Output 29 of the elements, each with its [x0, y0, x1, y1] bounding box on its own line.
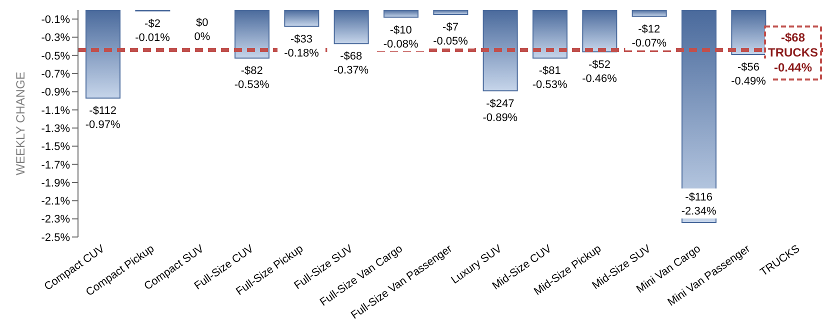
data-label: -$10 -0.08%	[383, 24, 418, 50]
data-label: -$7 -0.05%	[433, 22, 468, 48]
data-label: -$116 -2.34%	[681, 191, 716, 218]
y-tick-label: -0.1%	[41, 14, 70, 26]
data-label: $0 0%	[194, 17, 210, 43]
data-label: -$33 -0.18%	[284, 33, 320, 60]
data-label: -$247 -0.89%	[482, 98, 518, 124]
data-label: -$56 -0.49%	[731, 61, 766, 88]
data-label: -$2 -0.01%	[135, 18, 170, 44]
data-label: -$68 -0.37%	[334, 50, 369, 77]
y-tick-label: -2.5%	[41, 232, 70, 244]
data-label: -$52 -0.46%	[582, 58, 618, 85]
y-tick-label: -1.3%	[41, 122, 70, 135]
y-axis-title: WEEKLY CHANGE	[13, 72, 28, 176]
y-tick-label: -0.7%	[41, 68, 70, 80]
ref-line-label: -$68 TRUCKS -0.44%	[768, 30, 818, 74]
y-tick-label: -0.5%	[41, 50, 70, 62]
y-tick-label: -0.3%	[41, 32, 70, 44]
data-label: -$112 -0.97%	[85, 105, 120, 132]
y-tick-label: -1.7%	[41, 159, 70, 172]
y-tick-label: -0.9%	[41, 86, 70, 99]
y-tick-label: -1.9%	[41, 177, 70, 190]
y-tick-label: -2.3%	[41, 214, 70, 226]
data-label: -$12 -0.07%	[632, 23, 667, 50]
data-label: -$81 -0.53%	[532, 65, 568, 92]
y-tick-label: -1.5%	[41, 141, 70, 154]
y-tick-label: -2.1%	[41, 196, 70, 208]
data-label: -$82 -0.53%	[234, 65, 270, 92]
y-tick-label: -1.1%	[41, 104, 70, 117]
